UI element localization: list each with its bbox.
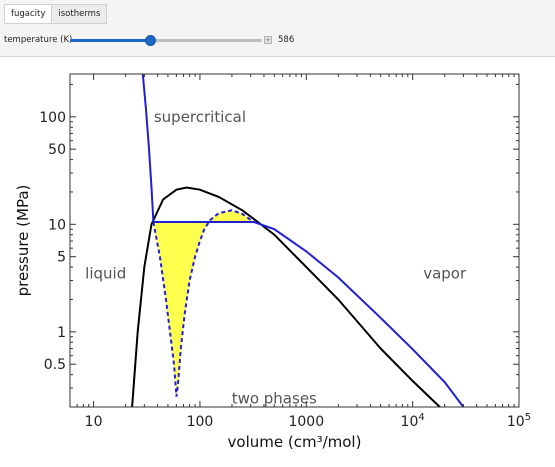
temperature-value: 586 bbox=[278, 35, 295, 45]
coexistence-curve bbox=[131, 186, 441, 407]
region-label: supercritical bbox=[154, 108, 246, 126]
x-tick-label: 100 bbox=[187, 414, 214, 430]
y-tick-label: 50 bbox=[48, 142, 66, 158]
y-tick-label: 10 bbox=[48, 217, 66, 233]
plot-frame bbox=[69, 73, 520, 408]
temperature-slider-row: temperature (K) + 586 bbox=[4, 33, 364, 47]
x-tick-label: 1000 bbox=[288, 414, 324, 430]
equal-area-fill bbox=[153, 210, 254, 397]
temperature-slider[interactable] bbox=[70, 35, 262, 46]
expand-slider-button[interactable]: + bbox=[264, 36, 272, 44]
region-label: liquid bbox=[85, 264, 126, 282]
x-axis-label: volume (cm³/mol) bbox=[228, 433, 362, 451]
y-tick-label: 5 bbox=[57, 250, 66, 266]
slider-fill bbox=[70, 39, 150, 42]
tab-fugacity[interactable]: fugacity bbox=[4, 4, 53, 24]
plot-area: 10 100 1000 104 105 0.5 1 5 10 50 100 supercritical… bbox=[0, 58, 555, 463]
isotherm-curve bbox=[141, 74, 465, 407]
slider-thumb[interactable] bbox=[144, 35, 156, 46]
control-panel: fugacity isotherms temperature (K) + 586 bbox=[0, 0, 555, 57]
temperature-slider-label: temperature (K) bbox=[4, 35, 73, 45]
y-tick-label: 100 bbox=[39, 110, 66, 126]
y-tick-label: 0.5 bbox=[44, 357, 66, 373]
region-label: two phases bbox=[232, 389, 317, 407]
pv-diagram-chart: 10 100 1000 104 105 0.5 1 5 10 50 100 supercritical… bbox=[14, 73, 531, 451]
y-axis-label: pressure (MPa) bbox=[14, 185, 32, 297]
region-label: vapor bbox=[423, 264, 467, 282]
y-tick-label: 1 bbox=[57, 325, 66, 341]
tab-bar: fugacity isotherms bbox=[4, 4, 108, 24]
van-der-waals-loop bbox=[152, 209, 255, 397]
x-tick-label: 105 bbox=[507, 412, 531, 430]
x-tick-label: 104 bbox=[401, 412, 425, 430]
tab-isotherms[interactable]: isotherms bbox=[51, 4, 108, 24]
x-tick-label: 10 bbox=[85, 414, 103, 430]
